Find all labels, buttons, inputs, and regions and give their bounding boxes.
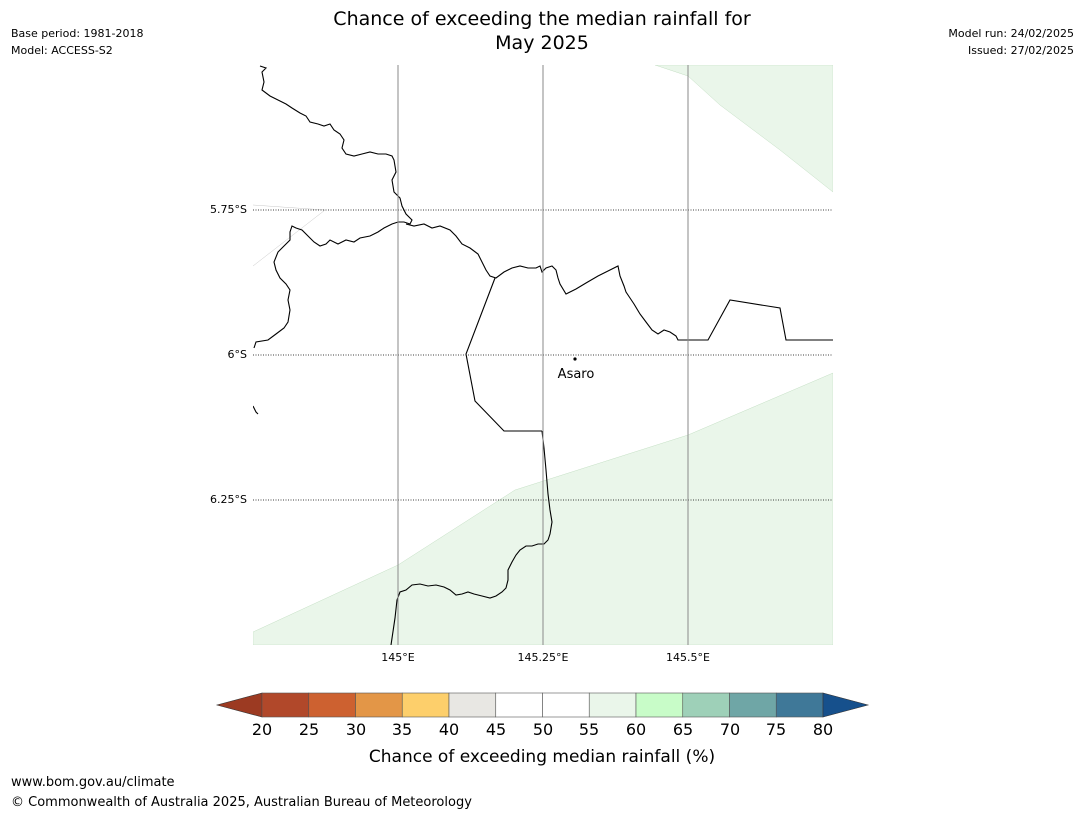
lat-tick-label: 5.75°S	[210, 203, 247, 216]
lon-gridlines	[397, 65, 689, 645]
model-run-text: Model run: 24/02/2025	[948, 27, 1074, 40]
issued-text: Issued: 27/02/2025	[967, 44, 1074, 57]
model-text: Model: ACCESS-S2	[11, 44, 113, 57]
colorbar-tick: 60	[626, 720, 646, 739]
colorbar-segment	[401, 692, 450, 718]
colorbar-tick: 70	[720, 720, 740, 739]
map-title: Chance of exceeding the median rainfall …	[200, 7, 884, 55]
lat-tick-label: 6°S	[228, 348, 247, 361]
colorbar-tick: 20	[252, 720, 272, 739]
colorbar-label: Chance of exceeding median rainfall (%)	[369, 747, 715, 767]
lon-tick-label: 145.25°E	[518, 651, 569, 664]
colorbar-tick: 30	[346, 720, 366, 739]
place-marker-dot	[573, 357, 577, 361]
colorbar-segment	[775, 692, 824, 718]
colorbar-tick: 55	[579, 720, 599, 739]
colorbar-segment	[355, 692, 403, 718]
colorbar-tick: 65	[673, 720, 693, 739]
map-area: Asaro	[253, 65, 833, 645]
place-label: Asaro	[558, 367, 595, 382]
lon-axis-labels: 145°E 145.25°E 145.5°E	[381, 651, 710, 664]
colorbar-tick: 80	[813, 720, 833, 739]
colorbar-segment	[542, 692, 590, 718]
colorbar-segment	[308, 692, 356, 718]
colorbar-tick: 45	[486, 720, 506, 739]
base-period-text: Base period: 1981-2018	[11, 27, 144, 40]
colorbar-segment	[635, 692, 684, 718]
colorbar-tick: 35	[392, 720, 412, 739]
lon-tick-label: 145.5°E	[666, 651, 710, 664]
footer-url: www.bom.gov.au/climate	[11, 775, 175, 790]
colorbar-extend-low	[215, 692, 263, 718]
colorbar-tick: 75	[766, 720, 786, 739]
lat-axis-labels: 5.75°S 6°S 6.25°S	[210, 203, 247, 506]
lat-tick-label: 6.25°S	[210, 493, 247, 506]
colorbar	[215, 692, 870, 718]
colorbar-segment	[495, 692, 543, 718]
colorbar-segment	[729, 692, 777, 718]
lon-tick-label: 145°E	[381, 651, 414, 664]
title-line-1: Chance of exceeding the median rainfall …	[333, 8, 751, 30]
colorbar-segment	[448, 692, 497, 718]
colorbar-tick: 25	[299, 720, 319, 739]
province-boundary	[465, 277, 542, 432]
faint-contour-west	[253, 204, 326, 267]
coastline	[253, 65, 413, 349]
coastline-south	[390, 430, 553, 645]
coastline-east	[405, 223, 833, 341]
colorbar-segment	[588, 692, 637, 718]
footer-copyright: © Commonwealth of Australia 2025, Austra…	[11, 795, 472, 810]
colorbar-tick-labels: 20 25 30 35 40 45 50 55 60 65 70 75 80	[252, 720, 833, 739]
shaded-region-northeast	[654, 65, 833, 193]
colorbar-extend-high	[822, 692, 870, 718]
colorbar-tick: 40	[439, 720, 459, 739]
coast-fragment	[253, 405, 259, 415]
colorbar-segment	[682, 692, 730, 718]
colorbar-segment	[261, 692, 310, 718]
model-info: Base period: 1981-2018 Model: ACCESS-S2	[11, 25, 143, 59]
run-info: Model run: 24/02/2025 Issued: 27/02/2025	[948, 25, 1074, 59]
colorbar-tick: 50	[533, 720, 553, 739]
title-line-2: May 2025	[495, 32, 589, 54]
